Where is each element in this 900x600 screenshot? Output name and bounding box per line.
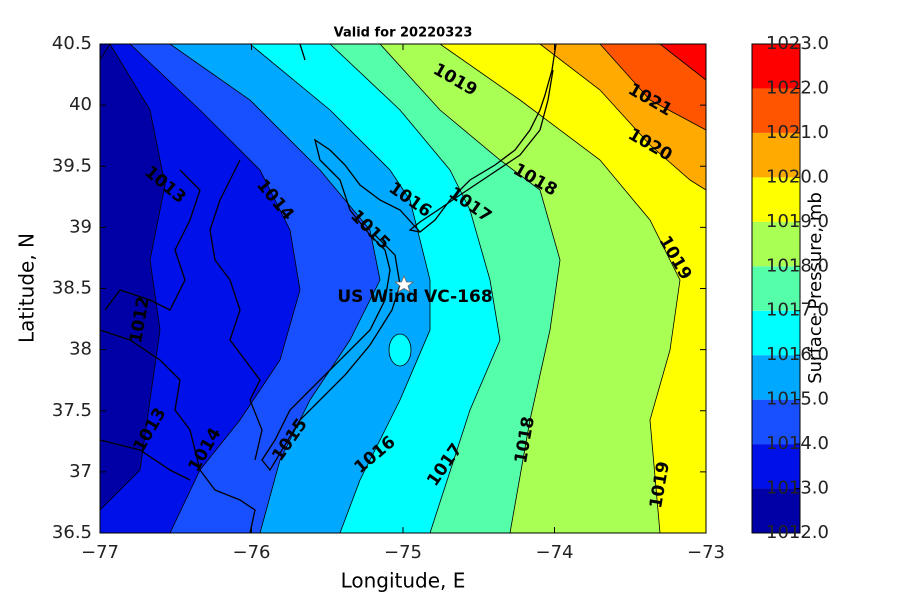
y-tick-label: 39.5 <box>52 155 92 176</box>
y-axis-label: Latitude, N <box>15 233 39 343</box>
colorbar-tick-label: 1021.0 <box>766 122 829 143</box>
contour-line <box>599 44 706 131</box>
contour-line <box>539 44 706 191</box>
colorbar-tick-label: 1013.0 <box>766 478 829 499</box>
colorbar-tick-label: 1023.0 <box>766 33 829 54</box>
y-tick-label: 40.5 <box>52 33 92 54</box>
colorbar-segment <box>752 266 800 311</box>
contour-line <box>249 44 431 533</box>
contour-band <box>388 333 412 367</box>
chart-title: Valid for 20220323 <box>334 26 473 41</box>
colorbar-tick-label: 1012.0 <box>766 522 829 543</box>
x-tick-label: −73 <box>687 542 725 563</box>
contour-band <box>600 44 706 130</box>
x-tick-label: −74 <box>536 542 574 563</box>
y-tick-label: 36.5 <box>52 522 92 543</box>
contour-line <box>169 44 381 533</box>
colorbar-tick-label: 1019.0 <box>766 211 829 232</box>
x-tick-label: −76 <box>233 542 271 563</box>
x-axis-label: Longitude, E <box>341 569 466 593</box>
colorbar-tick-label: 1022.0 <box>766 77 829 98</box>
contour-line <box>329 44 501 533</box>
contour-line <box>129 44 301 533</box>
colorbar-segment <box>752 88 800 133</box>
y-tick-label: 40 <box>69 94 92 115</box>
site-marker <box>393 274 415 293</box>
coastline <box>100 44 306 533</box>
colorbar-tick-label: 1016.0 <box>766 344 829 365</box>
colorbar-segment <box>752 488 800 533</box>
colorbar-label: Surface Pressure, mb <box>805 192 826 384</box>
colorbar-segment <box>752 44 800 89</box>
colorbar-tick-label: 1020.0 <box>766 166 829 187</box>
colorbar-segment <box>752 399 800 445</box>
y-tick-label: 38.5 <box>52 278 92 299</box>
colorbar-frame <box>751 43 801 534</box>
contour-line <box>100 44 166 511</box>
contour-band <box>440 44 706 533</box>
colorbar-segment <box>752 177 800 222</box>
x-tick-label: −77 <box>81 542 119 563</box>
colorbar-tick-label: 1014.0 <box>766 433 829 454</box>
contour-lines <box>100 44 706 533</box>
colorbar-segment <box>752 444 800 489</box>
x-tick-label: −75 <box>384 542 422 563</box>
y-tick-label: 38 <box>69 339 92 360</box>
contour-line <box>659 44 706 81</box>
colorbar-segment <box>752 221 800 267</box>
contour-line <box>439 44 681 533</box>
contour-line <box>379 44 561 533</box>
y-tick-label: 39 <box>69 216 92 237</box>
y-tick-label: 37 <box>69 461 92 482</box>
colorbar-tick-label: 1017.0 <box>766 300 829 321</box>
colorbar-tick-label: 1015.0 <box>766 389 829 410</box>
site-label: US Wind VC-168 <box>337 287 492 307</box>
coastline <box>261 138 421 472</box>
colorbar-segment <box>752 355 800 400</box>
colorbar-segment <box>752 132 800 178</box>
y-tick-label: 37.5 <box>52 400 92 421</box>
colorbar-tick-label: 1018.0 <box>766 255 829 276</box>
colorbar-segment <box>752 310 800 356</box>
